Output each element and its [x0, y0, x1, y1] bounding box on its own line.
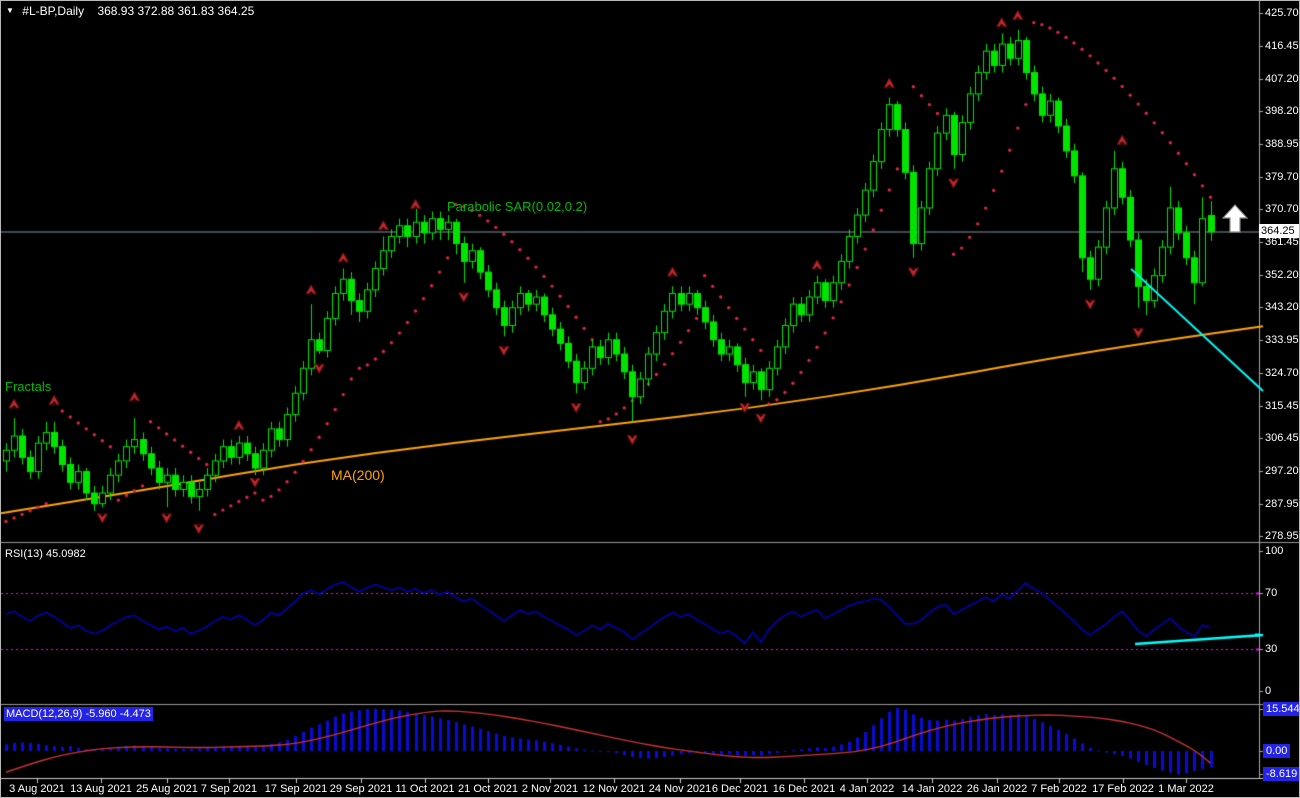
rsi-tick-label: 0: [1265, 685, 1272, 697]
ohlc-values-label: 368.93 372.88 361.83 364.25: [97, 4, 255, 18]
date-tick-label: 24 Nov 2021: [648, 783, 712, 795]
date-tick-label: 11 Oct 2021: [395, 783, 455, 795]
price-tick-label: 361.45: [1265, 236, 1299, 248]
date-tick-label: 7 Sep 2021: [200, 783, 258, 795]
price-tick-label: 379.70: [1265, 171, 1299, 183]
price-tick-label: 343.20: [1265, 301, 1299, 313]
date-tick-label: 29 Sep 2021: [329, 783, 393, 795]
date-tick-label: 25 Aug 2021: [136, 783, 198, 795]
price-tick-label: 388.95: [1265, 138, 1299, 150]
parabolic-sar-label: Parabolic SAR(0.02,0.2): [447, 199, 588, 214]
dropdown-arrow-icon[interactable]: ▼: [6, 6, 14, 15]
date-tick-label: 13 Aug 2021: [70, 783, 132, 795]
macd-tick-label: 15.544: [1263, 702, 1299, 716]
price-tick-label: 370.70: [1265, 203, 1299, 215]
date-tick-label: 1 Mar 2022: [1158, 783, 1214, 795]
date-tick-label: 4 Jan 2022: [839, 783, 895, 795]
price-tick-label: 306.45: [1265, 432, 1299, 444]
price-tick-label: 333.95: [1265, 334, 1299, 346]
price-tick-label: 287.95: [1265, 498, 1299, 510]
price-tick-label: 398.20: [1265, 105, 1299, 117]
rsi-indicator-label: RSI(13) 45.0982: [5, 548, 86, 560]
price-tick-label: 352.20: [1265, 269, 1299, 281]
up-arrow-annotation[interactable]: [1221, 203, 1251, 235]
date-tick-label: 3 Aug 2021: [9, 783, 65, 795]
rsi-tick-label: 100: [1265, 545, 1284, 557]
chart-title: ▼ #L-BP,Daily 368.93 372.88 361.83 364.2…: [6, 4, 254, 18]
price-tick-label: 407.20: [1265, 73, 1299, 85]
ma200-label: MA(200): [331, 467, 385, 483]
price-tick-label: 278.95: [1265, 530, 1299, 542]
date-tick-label: 6 Dec 2021: [711, 783, 769, 795]
price-tick-label: 297.20: [1265, 465, 1299, 477]
date-tick-label: 21 Oct 2021: [458, 783, 518, 795]
date-tick-label: 17 Sep 2021: [264, 783, 328, 795]
price-tick-label: 324.70: [1265, 367, 1299, 379]
fractals-label: Fractals: [5, 379, 52, 394]
price-tick-label: 416.45: [1265, 40, 1299, 52]
date-tick-label: 12 Nov 2021: [582, 783, 646, 795]
date-tick-label: 14 Jan 2022: [901, 783, 963, 795]
rsi-tick-label: 30: [1265, 643, 1278, 655]
current-price-label: 364.25: [1259, 224, 1299, 238]
date-tick-label: 16 Dec 2021: [772, 783, 836, 795]
price-tick-label: 425.70: [1265, 7, 1299, 19]
symbol-period-label: #L-BP,Daily: [22, 4, 85, 18]
rsi-tick-label: 70: [1265, 587, 1278, 599]
date-tick-label: 2 Nov 2021: [521, 783, 579, 795]
macd-tick-label: -8.619: [1263, 767, 1299, 781]
date-tick-label: 26 Jan 2022: [966, 783, 1028, 795]
date-tick-label: 7 Feb 2022: [1031, 783, 1087, 795]
macd-tick-label: 0.00: [1263, 744, 1291, 758]
macd-indicator-label[interactable]: MACD(12,26,9) -5.960 -4.473: [4, 707, 153, 721]
price-tick-label: 315.45: [1265, 400, 1299, 412]
date-tick-label: 17 Feb 2022: [1092, 783, 1154, 795]
